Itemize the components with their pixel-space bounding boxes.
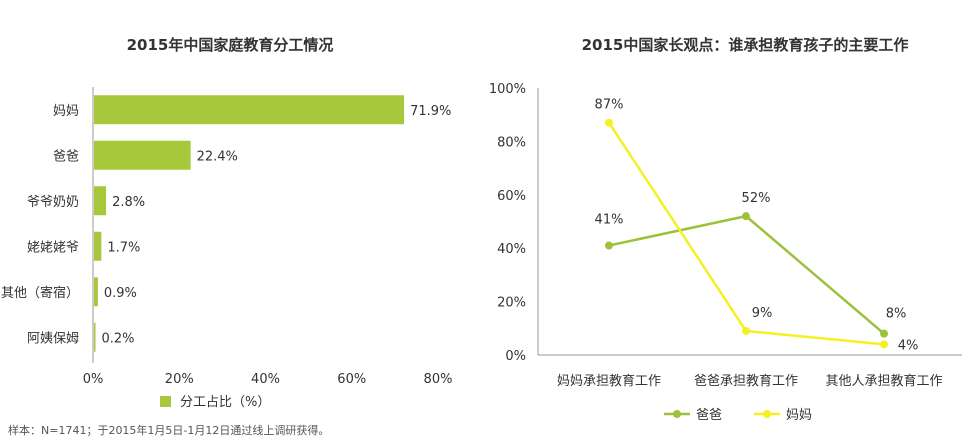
bar-category-label: 阿姨保姆	[27, 331, 79, 346]
bar	[94, 231, 102, 261]
line-y-tick-label: 60%	[497, 189, 526, 204]
bar-legend-label: 分工占比（%）	[180, 395, 270, 410]
series-point	[742, 326, 750, 335]
series-value-label: 4%	[898, 338, 919, 353]
legend-marker	[673, 410, 681, 418]
bar-value-label: 1.7%	[107, 240, 140, 255]
bar	[94, 140, 191, 170]
bar-value-label: 22.4%	[197, 149, 238, 164]
line-y-tick-label: 40%	[497, 242, 526, 257]
series-value-label: 8%	[886, 307, 907, 322]
series-point	[742, 212, 750, 221]
series-value-label: 41%	[595, 213, 624, 228]
bar-value-label: 71.9%	[410, 104, 451, 119]
bar	[94, 277, 98, 307]
bar-marks: 71.9% 22.4% 2.8% 1.7% 0.9% 0.2%	[94, 95, 451, 352]
bar-legend-swatch	[160, 396, 171, 407]
line-y-tick-label: 0%	[505, 349, 526, 364]
line-legend: 爸爸 妈妈	[664, 408, 812, 423]
bar	[94, 95, 405, 125]
series-line	[607, 122, 885, 346]
bar-category-label: 爸爸	[53, 149, 79, 164]
series-point	[880, 340, 888, 349]
bar-value-label: 0.2%	[102, 331, 135, 346]
line-marks: 41% 52% 8% 87% 9% 4%	[595, 98, 919, 354]
bar	[94, 186, 107, 216]
series-point	[880, 329, 888, 338]
bar-category-label: 爷爷奶奶	[27, 195, 79, 210]
line-chart: 2015中国家长观点：谁承担教育孩子的主要工作 0% 20% 40% 60% 80% 10…	[489, 36, 962, 423]
series-point	[605, 241, 613, 250]
line-y-tick-label: 20%	[497, 296, 526, 311]
bar-x-tick-label: 0%	[83, 372, 104, 387]
bar-value-label: 2.8%	[112, 195, 145, 210]
line-axis: 0% 20% 40% 60% 80% 100% 妈妈承担教育工作 爸爸承担教育工作 其他人承担教…	[489, 82, 962, 389]
legend-label: 妈妈	[786, 408, 812, 423]
line-y-tick-label: 80%	[497, 135, 526, 150]
bar-category-label: 妈妈	[53, 104, 79, 119]
bar-category-label: 其他（寄宿）	[1, 285, 79, 301]
line-category-label: 其他人承担教育工作	[825, 373, 942, 389]
bar	[94, 322, 96, 352]
bar-chart-title: 2015年中国家庭教育分工情况	[127, 36, 334, 54]
series-value-label: 9%	[752, 306, 773, 321]
bar-value-label: 0.9%	[104, 286, 137, 301]
legend-marker	[763, 410, 771, 418]
bar-x-tick-label: 40%	[251, 372, 280, 387]
legend-label: 爸爸	[696, 408, 722, 423]
line-chart-title: 2015中国家长观点：谁承担教育孩子的主要工作	[582, 36, 909, 54]
series-point	[605, 118, 613, 127]
bar-x-tick-label: 80%	[424, 372, 453, 387]
bar-x-tick-label: 60%	[337, 372, 366, 387]
line-category-label: 爸爸承担教育工作	[694, 373, 798, 389]
series-value-label: 87%	[595, 98, 624, 113]
footnote: 样本：N=1741；于2015年1月5日-1月12日通过线上调研获得。	[8, 423, 329, 437]
series-value-label: 52%	[742, 191, 771, 206]
bar-chart: 2015年中国家庭教育分工情况 71.9% 22.4% 2.8% 1.7% 0.9% 0.…	[1, 36, 452, 410]
series-line	[608, 214, 885, 335]
bar-x-tick-label: 20%	[165, 372, 194, 387]
line-category-label: 妈妈承担教育工作	[557, 373, 661, 389]
bar-legend: 分工占比（%）	[160, 395, 270, 410]
bar-category-label: 姥姥姥爷	[27, 240, 79, 255]
line-y-tick-label: 100%	[489, 82, 526, 97]
